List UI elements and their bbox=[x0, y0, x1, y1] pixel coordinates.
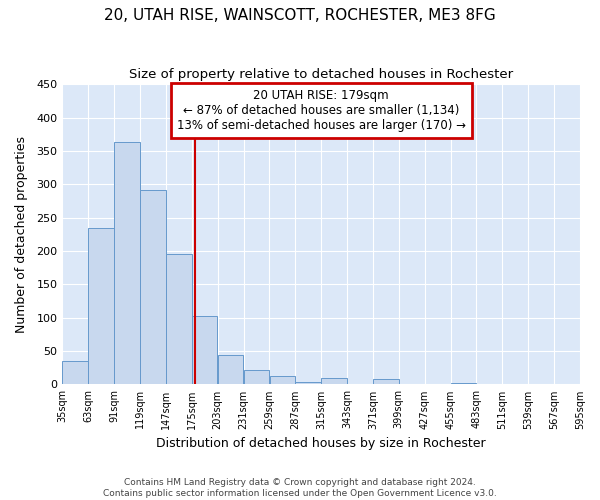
Bar bbox=[269, 376, 295, 384]
Title: Size of property relative to detached houses in Rochester: Size of property relative to detached ho… bbox=[129, 68, 513, 80]
Bar bbox=[88, 228, 114, 384]
X-axis label: Distribution of detached houses by size in Rochester: Distribution of detached houses by size … bbox=[157, 437, 486, 450]
Bar bbox=[114, 142, 140, 384]
Bar bbox=[192, 316, 217, 384]
Text: Contains HM Land Registry data © Crown copyright and database right 2024.
Contai: Contains HM Land Registry data © Crown c… bbox=[103, 478, 497, 498]
Bar bbox=[244, 370, 269, 384]
Bar bbox=[218, 355, 244, 384]
Bar bbox=[373, 379, 398, 384]
Text: 20, UTAH RISE, WAINSCOTT, ROCHESTER, ME3 8FG: 20, UTAH RISE, WAINSCOTT, ROCHESTER, ME3… bbox=[104, 8, 496, 22]
Text: 20 UTAH RISE: 179sqm
← 87% of detached houses are smaller (1,134)
13% of semi-de: 20 UTAH RISE: 179sqm ← 87% of detached h… bbox=[176, 89, 466, 132]
Y-axis label: Number of detached properties: Number of detached properties bbox=[15, 136, 28, 333]
Bar bbox=[166, 254, 191, 384]
Bar bbox=[140, 190, 166, 384]
Bar bbox=[451, 383, 476, 384]
Bar bbox=[321, 378, 347, 384]
Bar bbox=[62, 361, 88, 384]
Bar bbox=[295, 382, 321, 384]
